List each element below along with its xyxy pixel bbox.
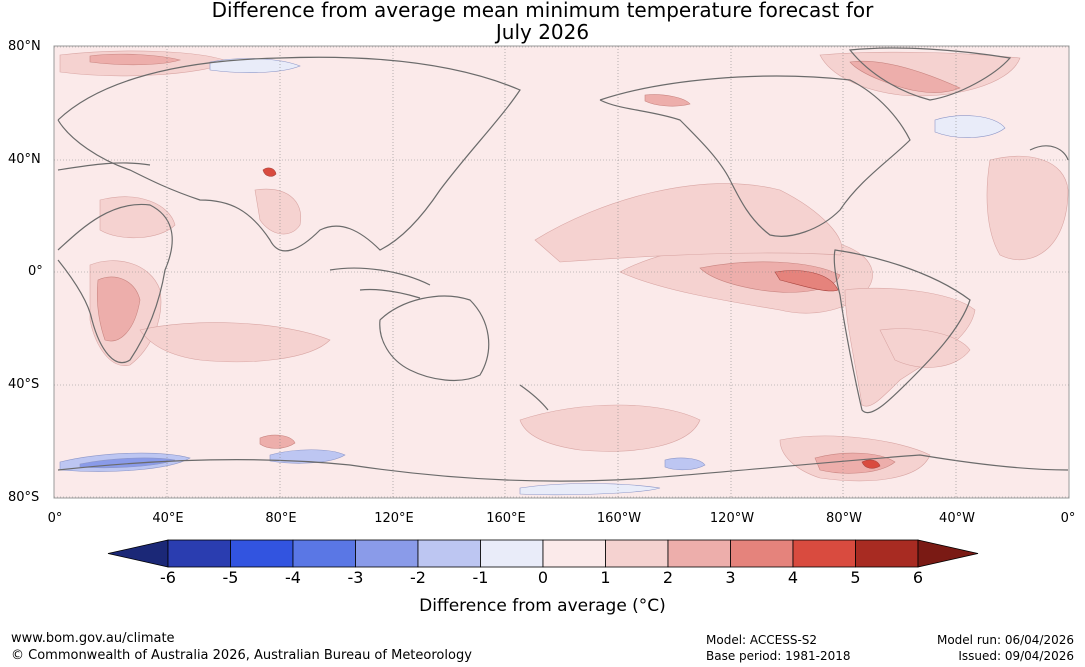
coastline-antarctica (57, 454, 1069, 482)
colorbar-tick: -4 (285, 568, 301, 587)
lon-label-120w: 120°W (709, 511, 755, 526)
colorbar-segment (542, 539, 606, 568)
cold-region-ross (664, 457, 706, 471)
graticule (54, 46, 1069, 498)
colorbar-tick: -1 (472, 568, 489, 587)
anomaly-region-north-pacific (534, 183, 843, 263)
colorbar-arrow-low (107, 539, 169, 568)
lon-label-160e: 160°E (486, 511, 526, 526)
colorbar-segment (605, 539, 669, 568)
coastline-europe (57, 145, 1069, 171)
anomaly-region-ellsworth (861, 459, 881, 469)
colorbar-segment (417, 539, 481, 568)
colorbar-segment (792, 539, 856, 568)
coastline-north-america (599, 75, 911, 237)
colorbar-segment (292, 539, 356, 568)
anomaly-region-humboldt (774, 270, 839, 292)
lat-label-equator: 0° (28, 264, 43, 279)
coastline-maritime-continent (329, 267, 431, 299)
anomaly-region-north-atlantic (986, 155, 1069, 260)
colorbar-segment (730, 539, 794, 568)
cold-region-arctic-north (519, 483, 661, 496)
anomaly-region-southern-ocean-indian (259, 434, 296, 449)
map-title: Difference from average mean minimum tem… (211, 0, 874, 22)
footer-model-run: Model run: 06/04/2026 (936, 633, 1074, 647)
colorbar-segment (855, 539, 919, 568)
lon-label-160w: 160°W (596, 511, 642, 526)
anomaly-region-tibet (262, 167, 277, 177)
footer-model: Model: ACCESS-S2 (706, 633, 818, 647)
footer-issued: Issued: 09/04/2026 (958, 649, 1074, 663)
lon-label-80w: 80°W (826, 511, 862, 526)
colorbar-tick: -6 (160, 568, 176, 587)
colorbar-tick: 4 (787, 568, 799, 587)
lon-label-0-left: 0° (47, 511, 63, 526)
anomaly-region-north-africa (99, 196, 176, 239)
coastline-south-america (833, 249, 971, 414)
colorbar-tick: 2 (662, 568, 674, 587)
lat-label-80s: 80°S (8, 490, 40, 505)
colorbar-tick: -5 (222, 568, 239, 587)
coastline-new-zealand (519, 384, 549, 411)
coastline-eurasia (57, 56, 521, 252)
anomaly-region-greenland (849, 60, 961, 93)
coastline-greenland (848, 47, 1012, 101)
footer-copyright: © Commonwealth of Australia 2026, Austra… (11, 648, 472, 663)
cold-region-east-antarctica (269, 449, 346, 464)
colorbar-arrow-high (917, 539, 979, 568)
colorbar-segment (230, 539, 294, 568)
lon-label-40e: 40°E (152, 511, 184, 526)
coastline-africa (57, 203, 173, 364)
colorbar-tick: 1 (600, 568, 611, 587)
colorbar-tick: 3 (725, 568, 736, 587)
map-title-month: July 2026 (495, 20, 590, 44)
anomaly-region-alaska (644, 94, 691, 107)
colorbar-tick: 0 (537, 568, 549, 587)
lon-label-80e: 80°E (265, 511, 297, 526)
anomaly-region-kara-sea (89, 53, 182, 66)
colorbar-tick: 5 (850, 568, 861, 587)
anomaly-region-south-indian-ocean (139, 322, 331, 363)
colorbar-segment (167, 539, 231, 568)
colorbar-segment (355, 539, 419, 568)
anomaly-region-south-pacific (519, 404, 701, 452)
anomaly-region-south-asia (254, 188, 302, 235)
colorbar-tick: 6 (912, 568, 924, 587)
colorbar-segment (667, 539, 731, 568)
anomaly-3-5-regions (262, 167, 881, 469)
coastline-australia (379, 295, 490, 381)
lon-label-40w: 40°W (939, 511, 975, 526)
anomaly-region-southern-africa (96, 276, 141, 342)
lat-label-40n: 40°N (8, 152, 41, 167)
colorbar-tick: -2 (410, 568, 426, 587)
colorbar-segment (480, 539, 544, 568)
lat-label-80n: 80°N (8, 39, 41, 54)
colorbar-label: Difference from average (°C) (419, 596, 666, 616)
footer-base-period: Base period: 1981-2018 (706, 649, 851, 663)
cold-region-labrador (934, 115, 1006, 138)
lat-label-40s: 40°S (8, 377, 40, 392)
footer-url[interactable]: www.bom.gov.au/climate (11, 631, 175, 646)
lon-label-0-right: 0° (1060, 511, 1076, 526)
cold-region-siberia (209, 58, 301, 73)
coastlines (57, 47, 1069, 482)
colorbar-tick: -3 (347, 568, 364, 587)
lon-label-120e: 120°E (374, 511, 414, 526)
colorbar-segments (107, 539, 979, 568)
